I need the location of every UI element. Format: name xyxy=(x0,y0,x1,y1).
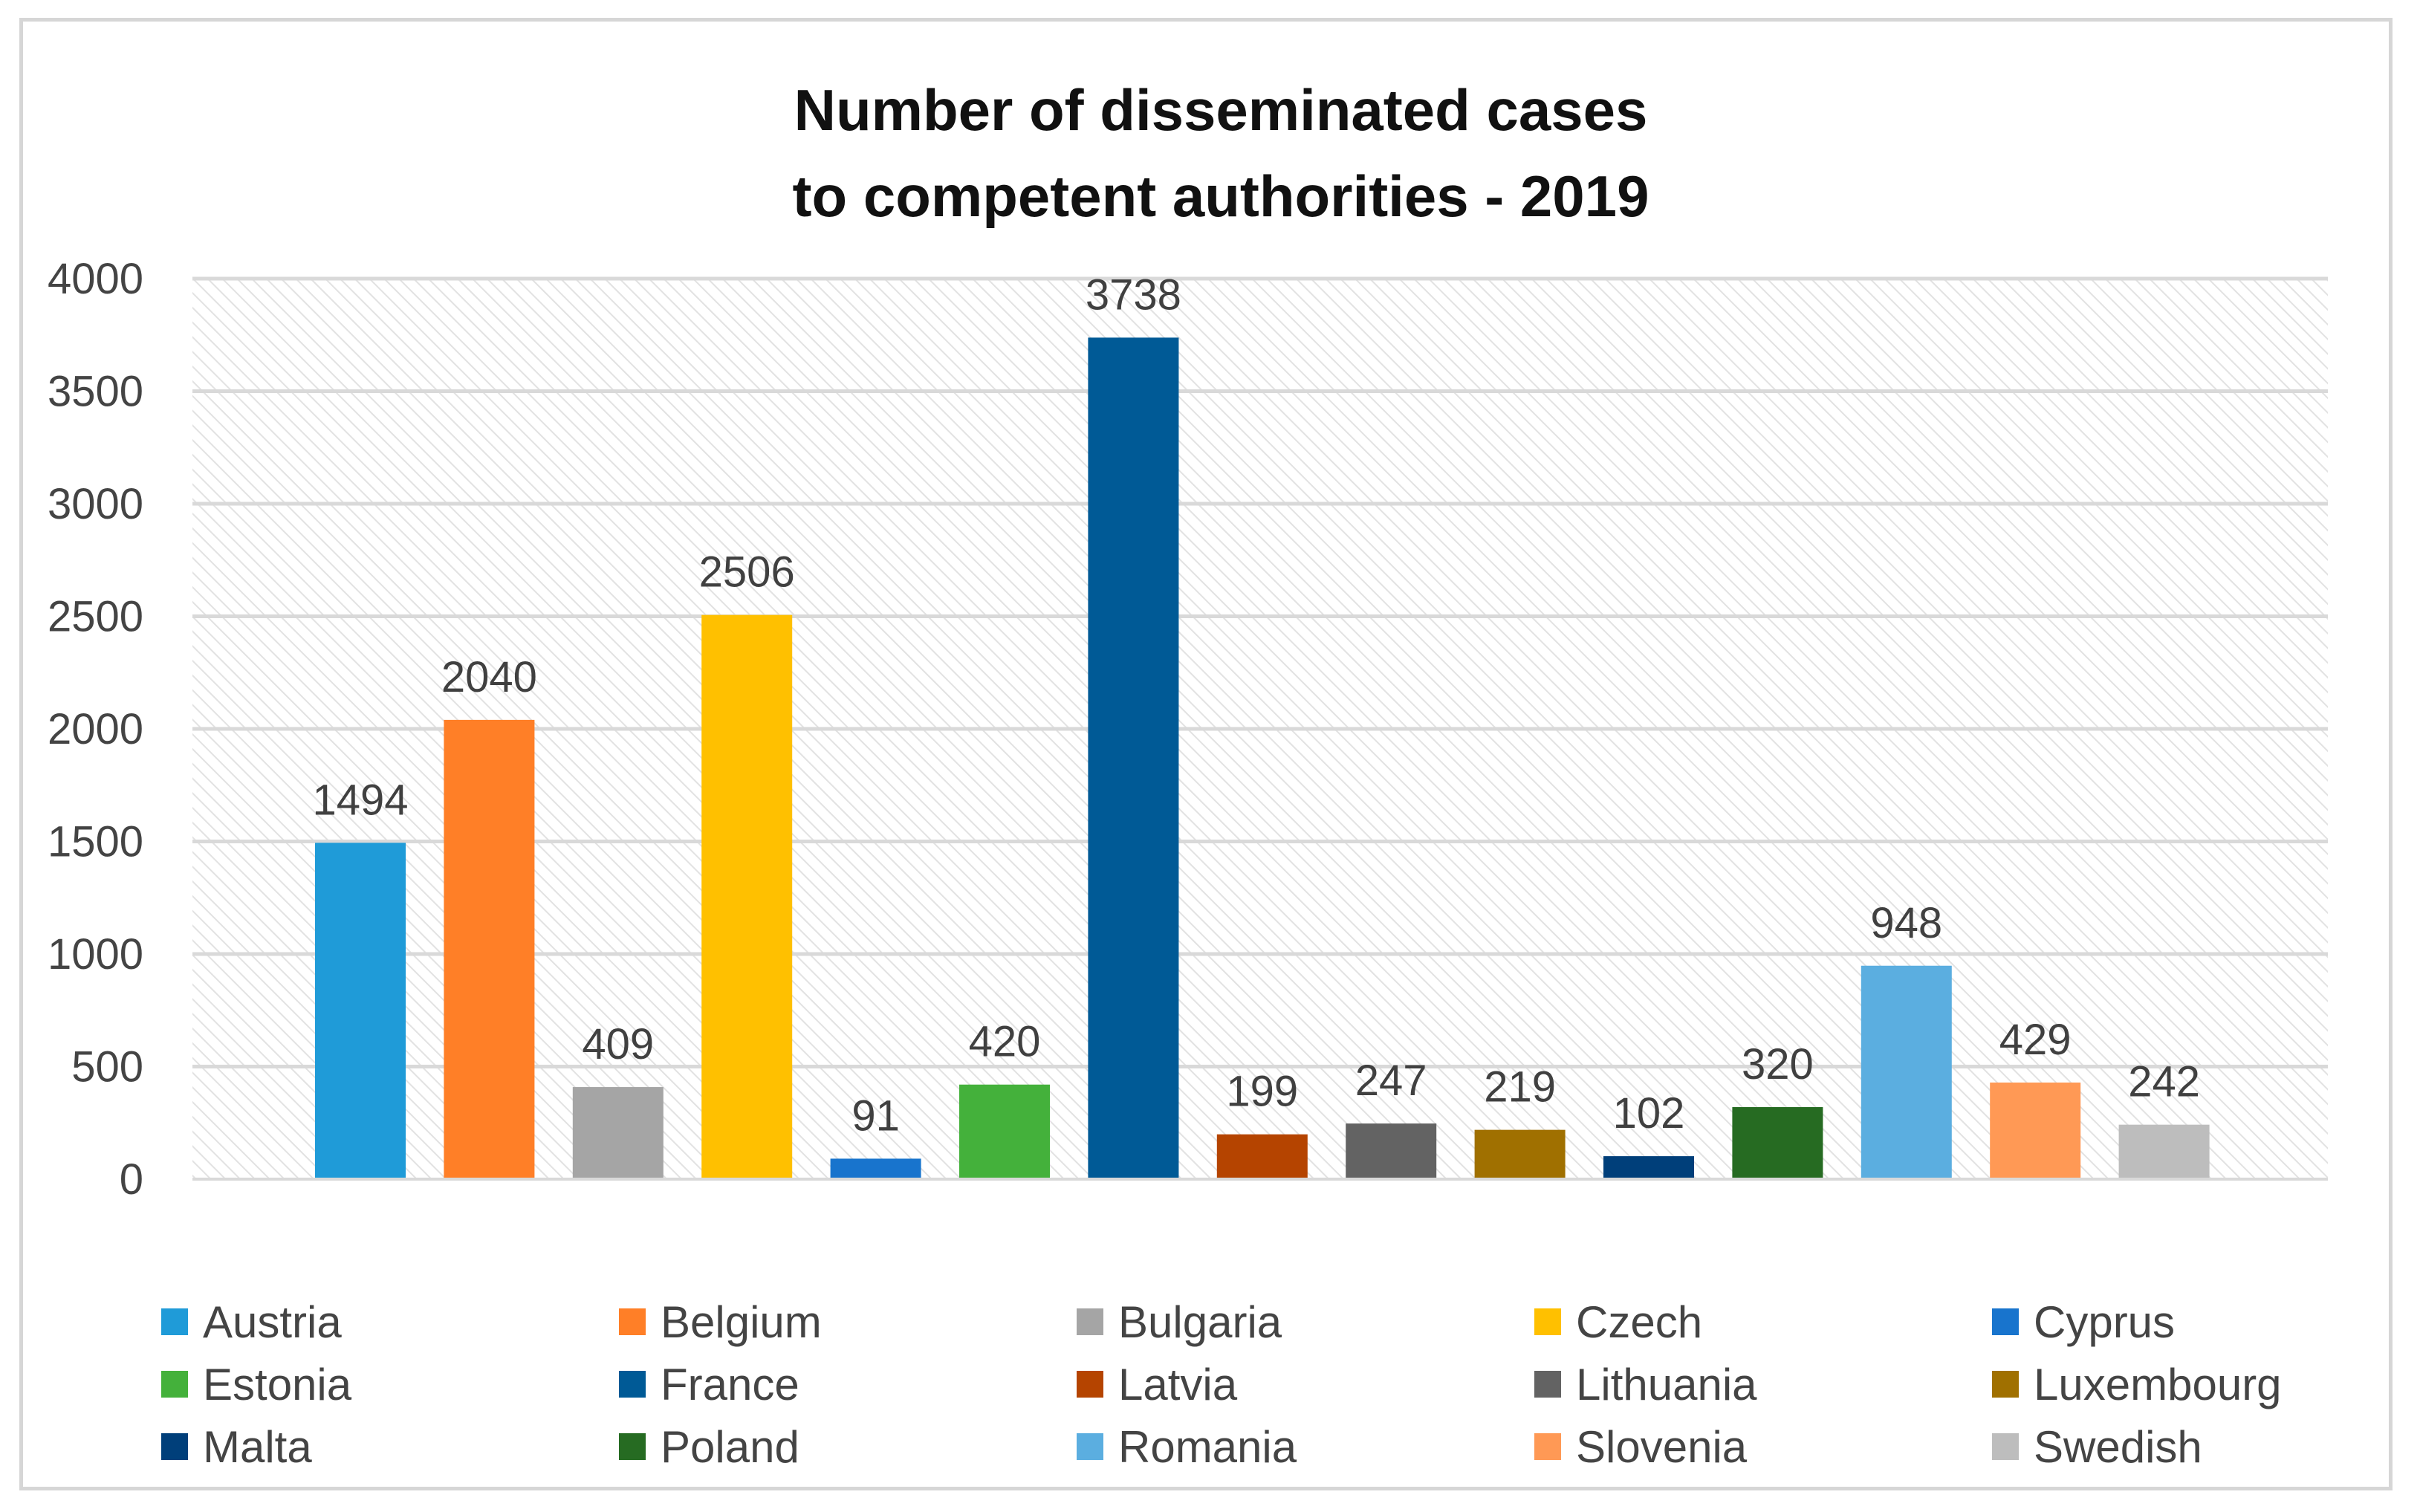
y-tick-label: 2000 xyxy=(48,705,143,753)
bar-malta xyxy=(1603,1156,1694,1179)
legend-label: Luxembourg xyxy=(2034,1359,2282,1409)
legend-item-romania: Romania xyxy=(1077,1417,1297,1476)
legend-swatch xyxy=(1992,1308,2019,1335)
legend-item-swedish: Swedish xyxy=(1992,1417,2202,1476)
value-label-luxembourg: 219 xyxy=(1484,1063,1556,1112)
bar-chart: Number of disseminated cases to competen… xyxy=(48,77,2328,1204)
bar-cyprus xyxy=(830,1158,921,1179)
legend-swatch xyxy=(161,1433,188,1460)
value-label-cyprus: 91 xyxy=(851,1091,900,1140)
legend-label: Belgium xyxy=(661,1297,822,1347)
bar-latvia xyxy=(1216,1134,1308,1179)
value-label-romania: 948 xyxy=(1870,899,1942,947)
legend-swatch xyxy=(161,1308,188,1335)
gridlines xyxy=(192,276,2328,1068)
legend-item-lithuania: Lithuania xyxy=(1534,1354,1757,1414)
y-tick-label: 1000 xyxy=(48,930,143,979)
y-tick-label: 2500 xyxy=(48,593,143,641)
legend-label: Lithuania xyxy=(1576,1359,1757,1409)
legend-swatch xyxy=(619,1371,646,1398)
legend-label: Czech xyxy=(1576,1297,1703,1347)
legend-swatch xyxy=(1534,1308,1561,1335)
legend-item-slovenia: Slovenia xyxy=(1534,1417,1747,1476)
bar-swedish xyxy=(2118,1124,2210,1179)
legend-item-luxembourg: Luxembourg xyxy=(1992,1354,2282,1414)
legend-swatch xyxy=(619,1433,646,1460)
bar-france xyxy=(1088,337,1179,1179)
legend-label: Swedish xyxy=(2034,1421,2202,1472)
bar-belgium xyxy=(444,719,535,1179)
legend-item-latvia: Latvia xyxy=(1077,1354,1237,1414)
value-label-austria: 1494 xyxy=(312,776,408,824)
legend-label: France xyxy=(661,1359,799,1409)
bar-romania xyxy=(1861,965,1952,1179)
legend-item-poland: Poland xyxy=(619,1417,799,1476)
y-tick-label: 4000 xyxy=(48,255,143,303)
y-tick-label: 3500 xyxy=(48,368,143,416)
value-label-czech: 2506 xyxy=(699,548,795,597)
bar-lithuania xyxy=(1346,1123,1437,1179)
legend-item-czech: Czech xyxy=(1534,1292,1702,1352)
value-label-lithuania: 247 xyxy=(1355,1057,1427,1105)
legend-swatch xyxy=(619,1308,646,1335)
legend-swatch xyxy=(1992,1433,2019,1460)
legend-swatch xyxy=(1992,1371,2019,1398)
legend-swatch xyxy=(161,1371,188,1398)
value-label-france: 3738 xyxy=(1086,270,1181,319)
legend-swatch xyxy=(1077,1308,1103,1335)
legend-label: Slovenia xyxy=(1576,1421,1748,1472)
legend-item-belgium: Belgium xyxy=(619,1292,822,1352)
legend-item-austria: Austria xyxy=(161,1292,342,1352)
bar-austria xyxy=(315,843,406,1179)
legend-swatch xyxy=(1077,1371,1103,1398)
legend-item-malta: Malta xyxy=(161,1417,312,1476)
y-axis-ticks: 0 500 1000 1500 2000 2500 3000 3500 4000 xyxy=(48,255,143,1204)
chart-frame: Number of disseminated cases to competen… xyxy=(19,18,2393,1490)
value-label-latvia: 199 xyxy=(1226,1068,1298,1116)
legend-label: Cyprus xyxy=(2034,1297,2176,1347)
value-label-swedish: 242 xyxy=(2128,1058,2200,1106)
y-tick-label: 1500 xyxy=(48,818,143,866)
value-label-belgium: 2040 xyxy=(441,653,537,701)
legend-label: Latvia xyxy=(1118,1359,1238,1409)
bar-luxembourg xyxy=(1474,1129,1566,1179)
value-label-bulgaria: 409 xyxy=(582,1020,654,1068)
legend-swatch xyxy=(1534,1371,1561,1398)
value-label-estonia: 420 xyxy=(969,1018,1041,1066)
legend-label: Bulgaria xyxy=(1118,1297,1282,1347)
legend-item-france: France xyxy=(619,1354,799,1414)
legend-item-bulgaria: Bulgaria xyxy=(1077,1292,1282,1352)
chart-title-line-1: Number of disseminated cases xyxy=(794,77,1648,143)
bar-value-labels: 1494 2040 409 2506 91 420 3738 199 247 219 102 320 9… xyxy=(312,270,2200,1140)
value-label-slovenia: 429 xyxy=(1999,1016,2072,1064)
legend-label: Malta xyxy=(203,1421,312,1472)
bar-estonia xyxy=(959,1084,1050,1179)
bar-slovenia xyxy=(1990,1083,2081,1179)
legend-swatch xyxy=(1534,1433,1561,1460)
value-label-poland: 320 xyxy=(1742,1040,1814,1088)
legend-swatch xyxy=(1077,1433,1103,1460)
y-tick-label: 500 xyxy=(71,1043,143,1091)
chart-title-line-2: to competent authorities - 2019 xyxy=(793,163,1649,229)
bar-poland xyxy=(1732,1107,1823,1179)
legend-label: Poland xyxy=(661,1421,799,1472)
legend-label: Romania xyxy=(1118,1421,1297,1472)
value-label-malta: 102 xyxy=(1613,1089,1685,1138)
legend-item-estonia: Estonia xyxy=(161,1354,351,1414)
legend-item-cyprus: Cyprus xyxy=(1992,1292,2175,1352)
bar-bulgaria xyxy=(572,1087,664,1179)
y-tick-label: 3000 xyxy=(48,480,143,528)
y-tick-label: 0 xyxy=(120,1155,143,1204)
legend-label: Estonia xyxy=(203,1359,352,1409)
bars xyxy=(315,337,2210,1179)
legend-label: Austria xyxy=(203,1297,342,1347)
bar-czech xyxy=(701,614,793,1179)
